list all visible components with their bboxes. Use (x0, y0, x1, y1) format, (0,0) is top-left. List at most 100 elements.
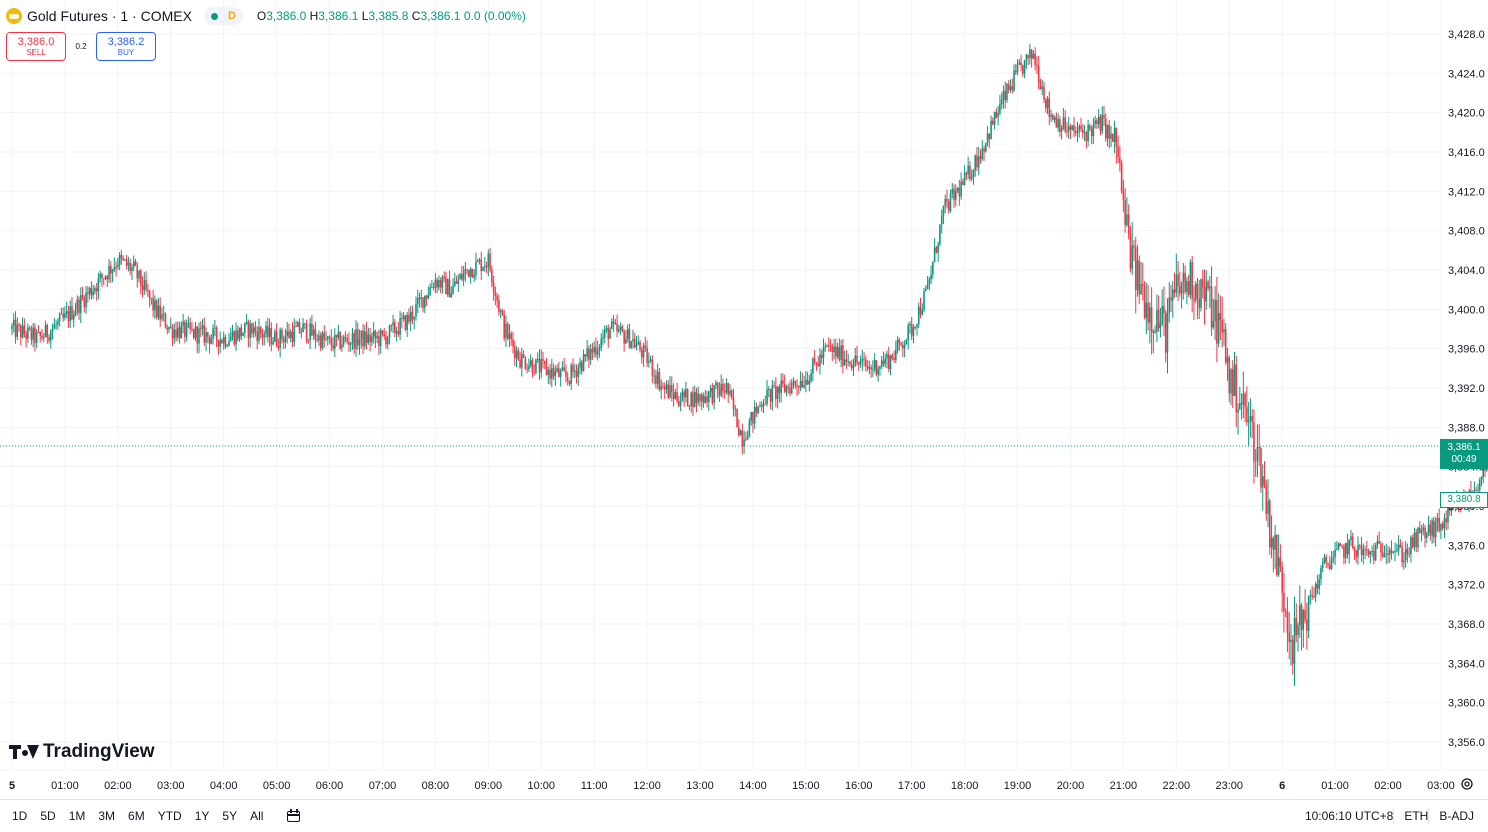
candle (1120, 160, 1123, 194)
x-tick-label: 21:00 (1110, 780, 1138, 792)
candle (753, 400, 756, 429)
candle (1311, 585, 1313, 600)
candle (745, 431, 747, 442)
candle (836, 342, 839, 360)
candle (1350, 529, 1352, 547)
x-tick-label: 09:00 (475, 780, 503, 792)
candle (466, 268, 468, 275)
range-button-1m[interactable]: 1M (68, 809, 86, 823)
range-button-1d[interactable]: 1D (12, 809, 28, 823)
candle (1378, 531, 1380, 544)
candle (1180, 281, 1183, 309)
candle (986, 126, 989, 147)
candle (983, 145, 985, 161)
candle (1417, 526, 1419, 553)
candle (1251, 408, 1253, 439)
candle (771, 379, 774, 411)
candle (914, 326, 917, 330)
candle (453, 272, 456, 287)
candle (1369, 550, 1372, 564)
candle (1189, 259, 1192, 300)
range-button-5d[interactable]: 5D (40, 809, 56, 823)
range-button-1y[interactable]: 1Y (194, 809, 210, 823)
clock-timezone[interactable]: 10:06:10 UTC+8 (1304, 809, 1394, 823)
candle (563, 357, 565, 372)
candle (1390, 540, 1393, 560)
candle (1357, 536, 1359, 565)
candle (690, 391, 692, 413)
candle (1154, 325, 1156, 334)
candle (1277, 534, 1280, 577)
candle (1168, 281, 1171, 323)
candle (109, 261, 112, 283)
candle (1293, 596, 1296, 686)
candle (655, 369, 657, 389)
candle (222, 331, 225, 350)
candle (1016, 59, 1019, 76)
range-button-all[interactable]: All (250, 809, 264, 823)
range-button-3m[interactable]: 3M (98, 809, 116, 823)
calendar-icon[interactable] (286, 808, 302, 824)
bottom-right-info: 10:06:10 UTC+8 ETH B-ADJ (1305, 800, 1474, 832)
candle (39, 331, 42, 343)
candle (882, 351, 885, 367)
candle (561, 361, 564, 372)
range-button-ytd[interactable]: YTD (157, 809, 182, 823)
ohlc-open-label: O (256, 9, 267, 23)
candle (44, 320, 47, 338)
candle (1297, 622, 1299, 652)
candle (870, 364, 872, 378)
candle (782, 373, 784, 388)
range-button-5y[interactable]: 5Y (222, 809, 238, 823)
sell-button[interactable]: 3,386.0 SELL (6, 32, 66, 61)
candle (1182, 263, 1185, 300)
candle (238, 327, 241, 342)
candle (725, 378, 728, 395)
candle (155, 299, 158, 320)
candle (903, 340, 906, 358)
candle (688, 404, 691, 411)
symbol-title[interactable]: Gold Futures · 1 · COMEX (27, 8, 192, 24)
candle (104, 275, 107, 281)
candle (944, 194, 947, 214)
candle (1013, 64, 1015, 93)
session-toggle[interactable]: ETH (1404, 809, 1429, 823)
candle (630, 340, 632, 350)
candle (755, 402, 758, 417)
time-axis[interactable]: 5 01:00 02:00 03:00 04:00 05:00 06:00 07:00 08:0… (0, 769, 1488, 792)
candle (58, 312, 61, 327)
candle (1187, 274, 1190, 298)
candle (595, 337, 597, 359)
candle (152, 289, 154, 318)
candle (242, 332, 244, 337)
tradingview-logo[interactable]: TradingView (9, 741, 155, 763)
price-axis[interactable]: 3,428.0 3,424.0 3,420.0 3,416.0 3,412.0 3,408… (1448, 29, 1485, 749)
candle (381, 330, 384, 337)
candle (270, 322, 273, 352)
market-status-pill[interactable]: D (203, 7, 243, 25)
candle (810, 368, 812, 383)
y-tick-label: 3,364.0 (1448, 658, 1485, 670)
candle (1392, 550, 1395, 554)
candle (552, 363, 555, 381)
candle (78, 296, 80, 321)
candle (1209, 275, 1211, 308)
candle (266, 317, 269, 343)
candle (789, 380, 791, 397)
candle (1067, 116, 1070, 139)
buy-button[interactable]: 3,386.2 BUY (96, 32, 156, 61)
adjustment-toggle[interactable]: B-ADJ (1439, 809, 1474, 823)
gear-icon[interactable] (1460, 777, 1474, 791)
candle (1000, 92, 1003, 110)
candle (1175, 253, 1178, 298)
candle (667, 380, 670, 400)
range-button-6m[interactable]: 6M (128, 809, 145, 823)
candle (118, 252, 121, 271)
candle (1383, 545, 1386, 558)
x-tick-label: 04:00 (210, 780, 238, 792)
candle (531, 357, 534, 378)
buy-price: 3,386.2 (107, 35, 145, 48)
price-chart[interactable]: 3,428.0 3,424.0 3,420.0 3,416.0 3,412.0 3,408… (0, 0, 1488, 799)
candle (277, 338, 280, 351)
buy-label: BUY (117, 47, 135, 57)
